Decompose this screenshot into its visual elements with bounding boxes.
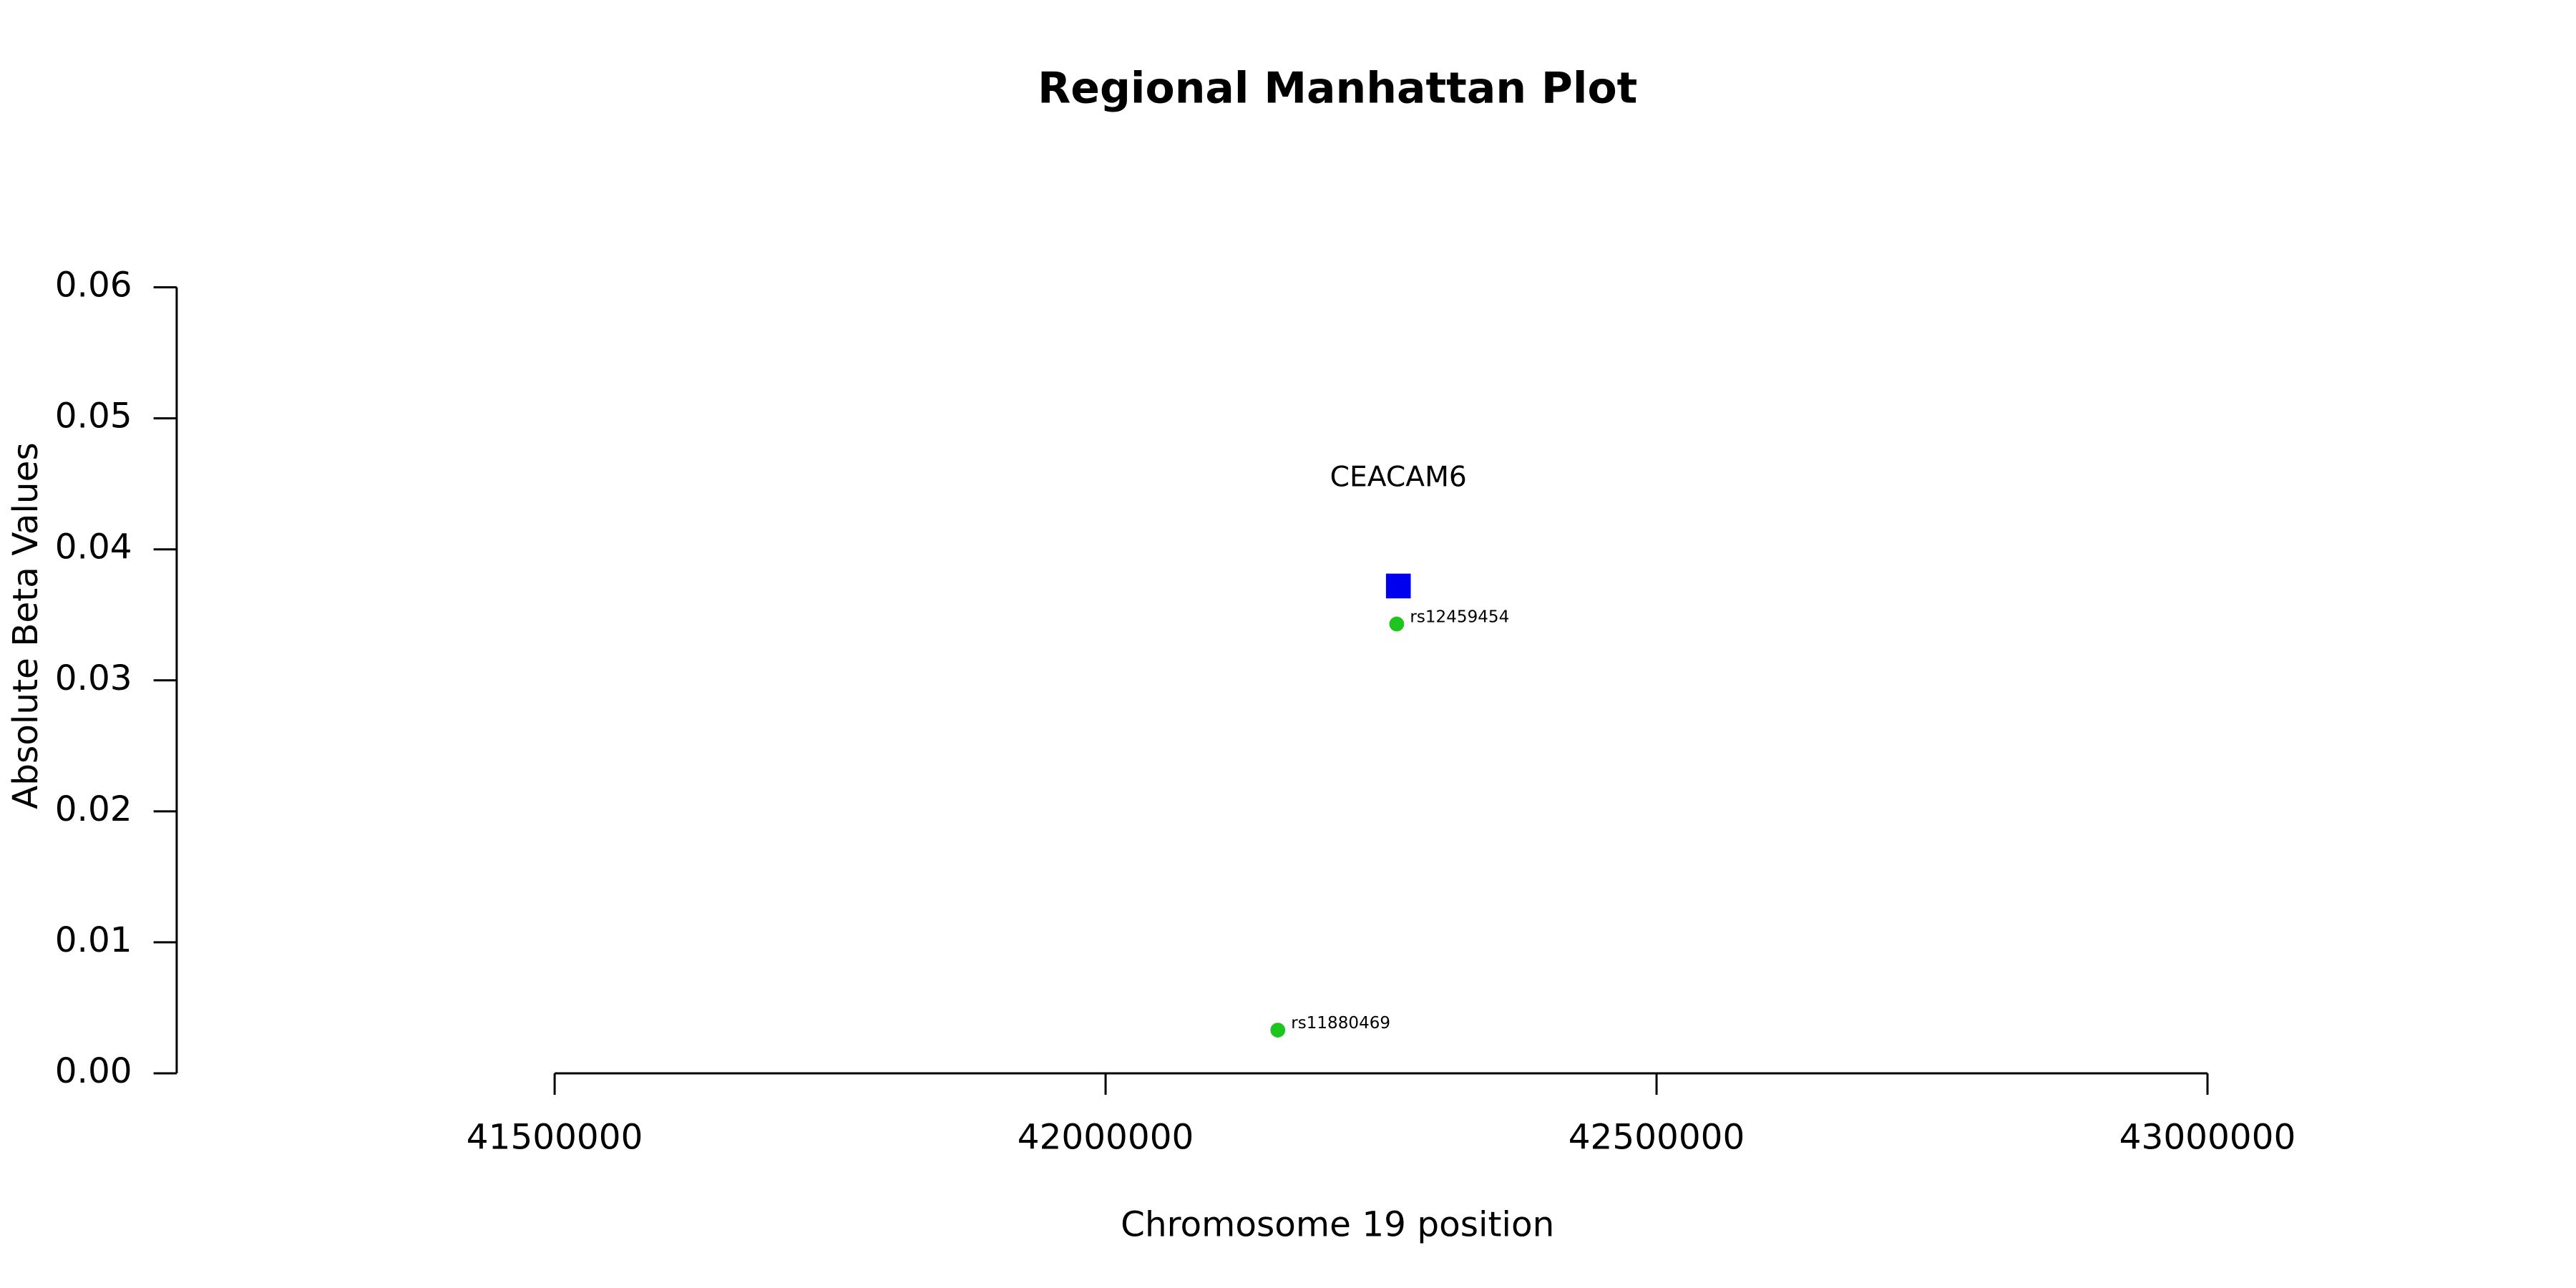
y-tick-label: 0.05 — [55, 396, 132, 436]
y-tick-label: 0.03 — [55, 658, 132, 698]
x-tick-label: 42500000 — [1568, 1117, 1745, 1157]
gene-label: CEACAM6 — [1330, 461, 1467, 493]
y-tick-label: 0.04 — [55, 527, 132, 567]
x-tick-label: 42000000 — [1018, 1117, 1194, 1157]
snp-marker — [1389, 616, 1405, 632]
snp-label: rs12459454 — [1410, 608, 1509, 626]
y-tick-label: 0.00 — [55, 1051, 132, 1091]
y-tick-label: 0.02 — [55, 789, 132, 829]
y-tick-label: 0.06 — [55, 265, 132, 306]
y-axis-title: Absolute Beta Values — [6, 442, 46, 809]
gene-marker — [1385, 573, 1411, 599]
y-tick-label: 0.01 — [55, 920, 132, 960]
x-tick-label: 43000000 — [2119, 1117, 2296, 1157]
chart-title: Regional Manhattan Plot — [1038, 64, 1637, 114]
snp-label: rs11880469 — [1291, 1014, 1390, 1033]
x-tick-label: 41500000 — [467, 1117, 643, 1157]
snp-marker — [1270, 1023, 1286, 1038]
x-axis-title: Chromosome 19 position — [1121, 1205, 1554, 1245]
